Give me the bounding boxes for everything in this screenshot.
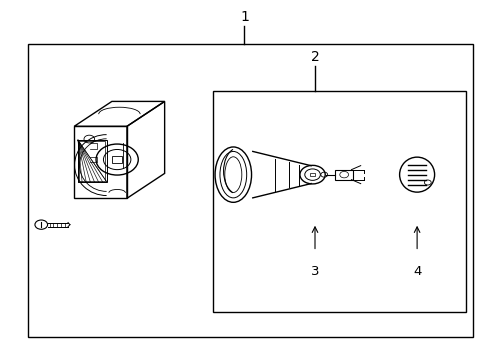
Bar (212, 91, 465, 312)
Bar (79, 141, 105, 181)
Bar (112, 156, 122, 163)
Bar (310, 173, 314, 176)
Bar (78, 140, 106, 182)
Text: 1: 1 (240, 10, 248, 24)
Text: 4: 4 (412, 265, 421, 278)
Bar (334, 170, 353, 180)
Text: 3: 3 (310, 265, 319, 278)
Text: 2: 2 (310, 50, 319, 64)
Bar (28, 44, 472, 337)
